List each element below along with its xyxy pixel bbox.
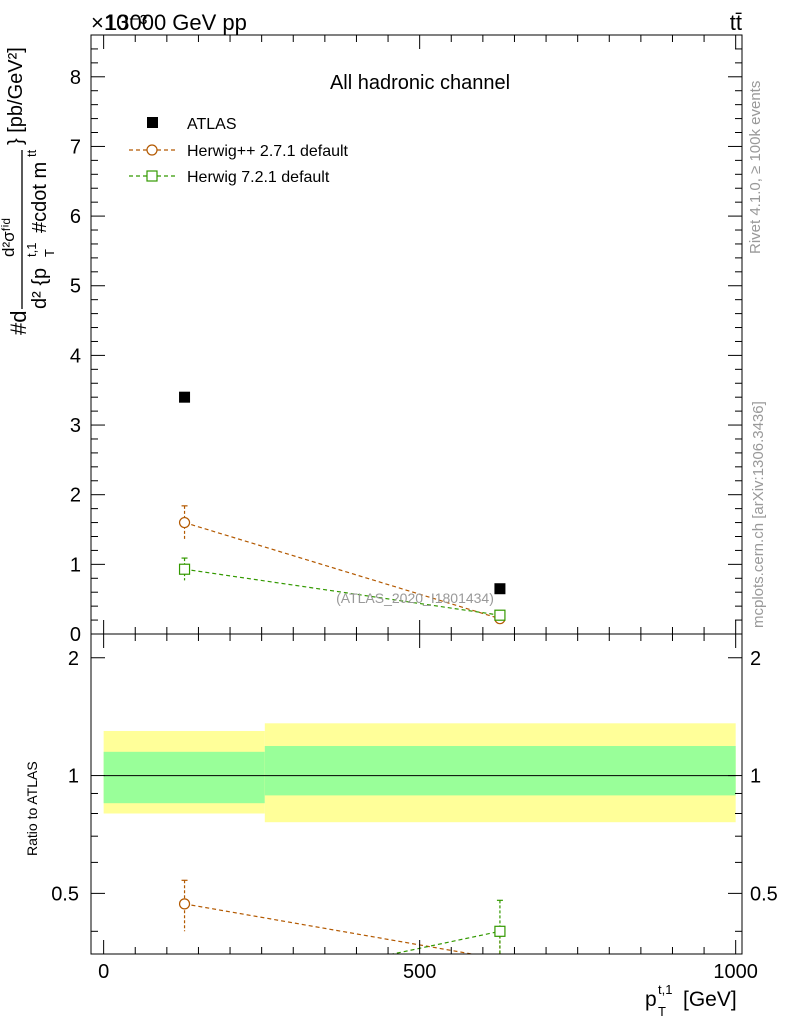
main-herwig-2-7-1-default-line — [184, 521, 501, 620]
chart-title: All hadronic channel — [330, 72, 510, 94]
main-y-tick-label: 2 — [70, 485, 81, 507]
x-tick-label: 0 — [98, 961, 109, 983]
rivet-version-label: Rivet 4.1.0, ≥ 100k events — [747, 81, 764, 254]
ratio-herwig-7-2-1-default-point — [180, 993, 190, 1003]
main-herwig-7-2-1-default-point — [178, 563, 191, 575]
x-tick-label: 1000 — [713, 961, 758, 983]
y-label-denominator: d² {p — [29, 268, 51, 309]
scale-exponent-label: ×10⁻³ — [91, 10, 147, 35]
ratio-y-tick-label-left: 2 — [68, 648, 79, 670]
mcplots-source-label: mcplots.cern.ch [arXiv:1306.3436] — [750, 401, 767, 628]
ratio-y-tick-label-right: 0.5 — [750, 883, 778, 905]
main-y-tick-label: 1 — [70, 554, 81, 576]
ratio-band-inner-1 — [264, 746, 736, 796]
ratio-y-tick-label-left: 1 — [68, 766, 79, 788]
ratio-band-inner-0 — [103, 751, 265, 804]
legend-herwigpp-label: Herwig++ 2.7.1 default — [187, 143, 349, 160]
y-label-denominator-sub: T — [42, 249, 57, 257]
y-label-left: #d — [6, 311, 31, 335]
ratio-uncertainty-bands — [103, 723, 736, 823]
legend: ATLAS Herwig++ 2.7.1 default Herwig 7.2.… — [129, 116, 349, 186]
main-y-tick-label: 3 — [70, 415, 81, 437]
main-y-tick-label: 0 — [70, 624, 81, 646]
main-herwig-7-2-1-default-point — [494, 609, 506, 621]
ratio-herwig-2-7-1-default-point — [497, 953, 503, 954]
axis-tick-labels: 0 1 2 3 4 5 6 7 8 0 500 1000 0.5 0.5 1 1 2 2 — [51, 67, 778, 983]
ratio-herwig-7-2-1-default-line — [389, 930, 501, 954]
ratio-y-tick-label-right: 2 — [750, 648, 761, 670]
y-label-unit: } [pb/GeV²] — [5, 47, 27, 145]
legend-atlas-marker — [147, 117, 158, 128]
ratio-herwig-7-2-1-default-point — [494, 925, 506, 937]
analysis-watermark: (ATLAS_2020_I1801434) — [336, 590, 494, 606]
x-label-unit: [GeV] — [683, 988, 737, 1011]
x-label-main: p — [645, 988, 657, 1011]
main-panel-series — [178, 391, 506, 625]
ratio-y-axis-label: Ratio to ATLAS — [24, 761, 40, 856]
y-label-denominator-rest: #cdot m — [29, 162, 51, 233]
x-label-sup: t,1 — [658, 982, 672, 997]
legend-herwig7-marker — [146, 170, 158, 182]
legend-herwig7-label: Herwig 7.2.1 default — [187, 169, 330, 186]
axis-ticks — [91, 34, 742, 954]
ratio-herwig-2-7-1-default-line — [184, 903, 476, 954]
ratio-herwig-2-7-1-default-point — [178, 898, 191, 910]
x-label-sub: T — [658, 1004, 666, 1019]
x-axis-label: p T t,1 [GeV] — [645, 982, 737, 1019]
legend-herwigpp-marker — [146, 144, 158, 156]
main-y-tick-label: 5 — [70, 276, 81, 298]
main-y-tick-label: 4 — [70, 345, 81, 367]
legend-atlas-label: ATLAS — [187, 116, 237, 133]
ratio-y-tick-label-left: 0.5 — [51, 883, 79, 905]
energy-label: 13000 GeV pp — [105, 10, 247, 35]
ratio-panel-series — [178, 879, 506, 1003]
main-y-tick-label: 7 — [70, 136, 81, 158]
y-label-numerator: d²σᶠⁱᵈ — [0, 218, 18, 257]
y-label-denominator-rest-sup: tt — [24, 149, 39, 157]
main-atlas-point — [179, 391, 191, 403]
y-label-denominator-sup: t,1 — [24, 243, 39, 257]
main-y-axis-label: #d d²σᶠⁱᵈ d² {p T t,1 #cdot m tt } [pb/G… — [0, 47, 57, 335]
main-y-tick-label: 6 — [70, 206, 81, 228]
ratio-panel-frame — [90, 633, 743, 955]
main-y-tick-label: 8 — [70, 67, 81, 89]
main-atlas-point — [494, 583, 506, 595]
process-label: tt̄ — [730, 10, 742, 35]
ratio-y-tick-label-right: 1 — [750, 766, 761, 788]
main-herwig-2-7-1-default-point — [178, 516, 191, 529]
x-tick-label: 500 — [403, 961, 436, 983]
